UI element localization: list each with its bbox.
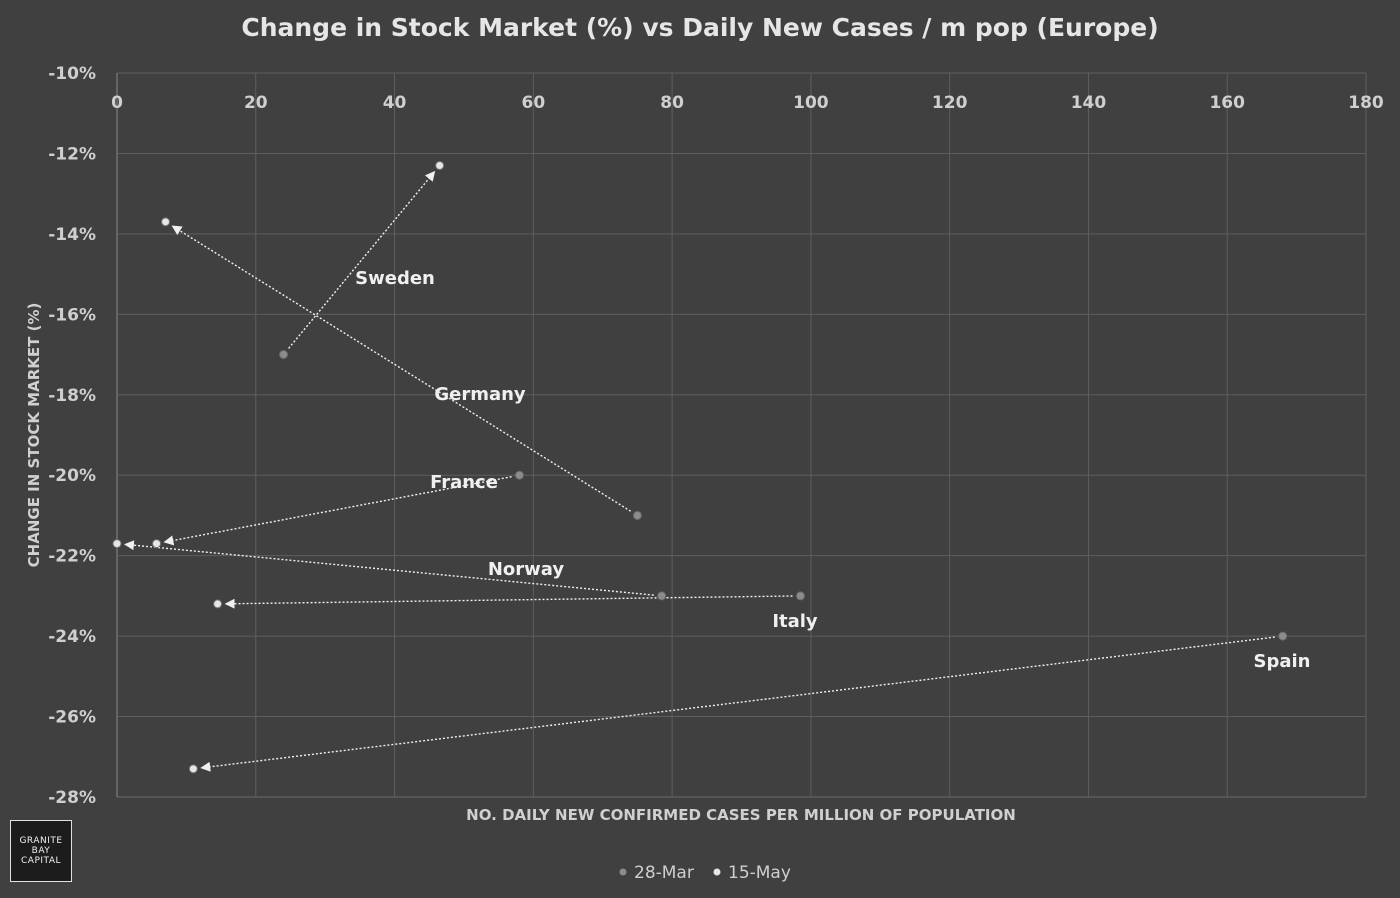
point-28-mar-france xyxy=(514,470,524,480)
point-15-may-germany xyxy=(161,217,171,227)
x-tick-labels: 0 20 40 60 80 100 120 140 160 180 xyxy=(111,93,1384,113)
point-28-mar-italy xyxy=(795,591,805,601)
gridlines xyxy=(116,72,1367,798)
y-tick-label: -14% xyxy=(48,225,96,245)
x-tick-label: 0 xyxy=(111,93,123,113)
x-tick-label: 180 xyxy=(1348,93,1384,113)
y-tick-label: -26% xyxy=(48,708,96,728)
y-tick-label: -10% xyxy=(48,64,96,84)
x-tick-label: 20 xyxy=(244,93,268,113)
point-15-may-spain xyxy=(188,764,198,774)
arrow-norway xyxy=(123,540,654,596)
arrow-italy xyxy=(224,595,793,609)
point-28-mar-spain xyxy=(1278,631,1288,641)
data-points xyxy=(112,161,1288,774)
granite-bay-capital-logo: GRANITE BAY CAPITAL xyxy=(10,820,72,882)
x-tick-label: 120 xyxy=(932,93,968,113)
logo-line-2: BAY xyxy=(31,846,51,856)
legend-label-28-mar: 28-Mar xyxy=(634,863,694,883)
x-tick-label: 60 xyxy=(521,93,545,113)
y-tick-label: -28% xyxy=(48,788,96,808)
arrow-spain xyxy=(200,636,1275,772)
arrow-sweden xyxy=(288,170,436,349)
y-tick-label: -20% xyxy=(48,466,96,486)
country-label-norway: Norway xyxy=(488,559,565,580)
y-axis-label: CHANGE IN STOCK MARKET (%) xyxy=(25,303,43,568)
point-28-mar-sweden xyxy=(279,350,289,360)
x-tick-label: 40 xyxy=(383,93,407,113)
x-tick-label: 100 xyxy=(793,93,829,113)
legend-marker-28-mar xyxy=(619,868,627,876)
y-tick-label: -22% xyxy=(48,547,96,567)
x-tick-label: 80 xyxy=(660,93,684,113)
x-axis-label: NO. DAILY NEW CONFIRMED CASES PER MILLIO… xyxy=(466,806,1016,824)
y-tick-label: -16% xyxy=(48,305,96,325)
country-labels: Sweden Germany France Norway Italy Spain xyxy=(355,268,1310,672)
y-tick-label: -18% xyxy=(48,386,96,406)
x-tick-label: 140 xyxy=(1071,93,1107,113)
y-tick-label: -24% xyxy=(48,627,96,647)
point-15-may-sweden xyxy=(435,161,445,171)
point-15-may-france xyxy=(152,539,162,549)
point-15-may-italy xyxy=(213,599,223,609)
point-28-mar-germany xyxy=(632,510,642,520)
country-label-sweden: Sweden xyxy=(355,268,435,289)
point-28-mar-norway xyxy=(657,591,667,601)
legend-label-15-may: 15-May xyxy=(728,863,791,883)
country-label-germany: Germany xyxy=(434,384,526,405)
logo-line-1: GRANITE xyxy=(19,836,63,846)
x-tick-label: 160 xyxy=(1209,93,1245,113)
point-15-may-norway xyxy=(112,539,122,549)
country-arrows xyxy=(123,170,1275,772)
chart-title: Change in Stock Market (%) vs Daily New … xyxy=(241,13,1158,42)
legend-marker-15-may xyxy=(713,868,721,876)
country-label-spain: Spain xyxy=(1254,651,1311,672)
arrow-france xyxy=(163,476,512,546)
country-label-italy: Italy xyxy=(772,611,818,632)
y-tick-labels: -10% -12% -14% -16% -18% -20% -22% -24% -26% -28% xyxy=(48,64,96,808)
legend: 28-Mar 15-May xyxy=(619,863,791,883)
country-label-france: France xyxy=(430,472,498,493)
logo-line-3: CAPITAL xyxy=(21,856,61,866)
y-tick-label: -12% xyxy=(48,144,96,164)
arrow-germany xyxy=(171,225,631,512)
